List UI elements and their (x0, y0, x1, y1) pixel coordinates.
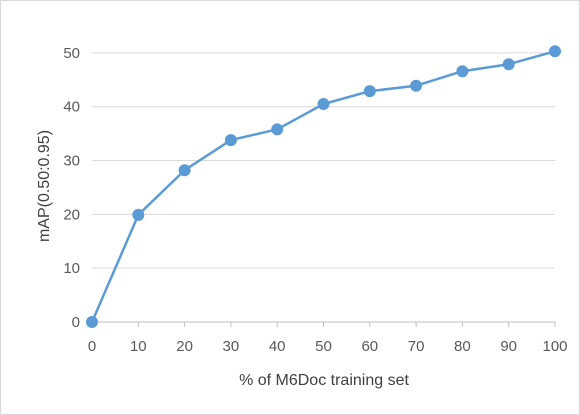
gridlines (92, 52, 555, 269)
x-tick-label: 80 (454, 338, 471, 355)
x-tick-label: 60 (361, 338, 378, 355)
data-point (549, 45, 561, 58)
x-tick-label: 10 (130, 338, 147, 355)
data-point (363, 85, 376, 98)
series-line (90, 50, 557, 324)
y-tick-label: 20 (63, 206, 80, 223)
y-tick-label: 0 (72, 314, 80, 331)
series-layer (86, 45, 561, 328)
data-point (224, 134, 237, 147)
axes (91, 321, 556, 327)
y-tick-label: 10 (63, 260, 80, 277)
x-tick-label: 40 (269, 338, 286, 355)
x-tick-label: 0 (88, 338, 96, 355)
data-point (410, 79, 423, 92)
x-tick-label: 50 (315, 338, 332, 355)
data-point (178, 164, 191, 177)
data-point (271, 123, 284, 136)
data-point (502, 58, 515, 71)
x-tick-label: 90 (500, 338, 517, 355)
y-tick-labels: 0 10 20 30 40 50 (63, 45, 80, 331)
y-tick-label: 40 (63, 99, 80, 116)
y-tick-label: 30 (63, 153, 80, 170)
x-tick-label: 20 (176, 338, 193, 355)
y-tick-label: 50 (63, 45, 80, 62)
x-axis-title: % of M6Doc training set (239, 372, 409, 389)
x-tick-labels: 0 10 20 30 40 50 60 70 80 90 100 (88, 338, 568, 355)
data-point (456, 65, 469, 78)
x-tick-label: 100 (542, 338, 567, 355)
data-point (132, 208, 145, 221)
x-tick-label: 30 (223, 338, 240, 355)
x-tick-label: 70 (408, 338, 425, 355)
data-point (86, 316, 98, 328)
y-axis-title: mAP(0.50:0.95) (36, 130, 53, 242)
data-point (317, 98, 330, 111)
